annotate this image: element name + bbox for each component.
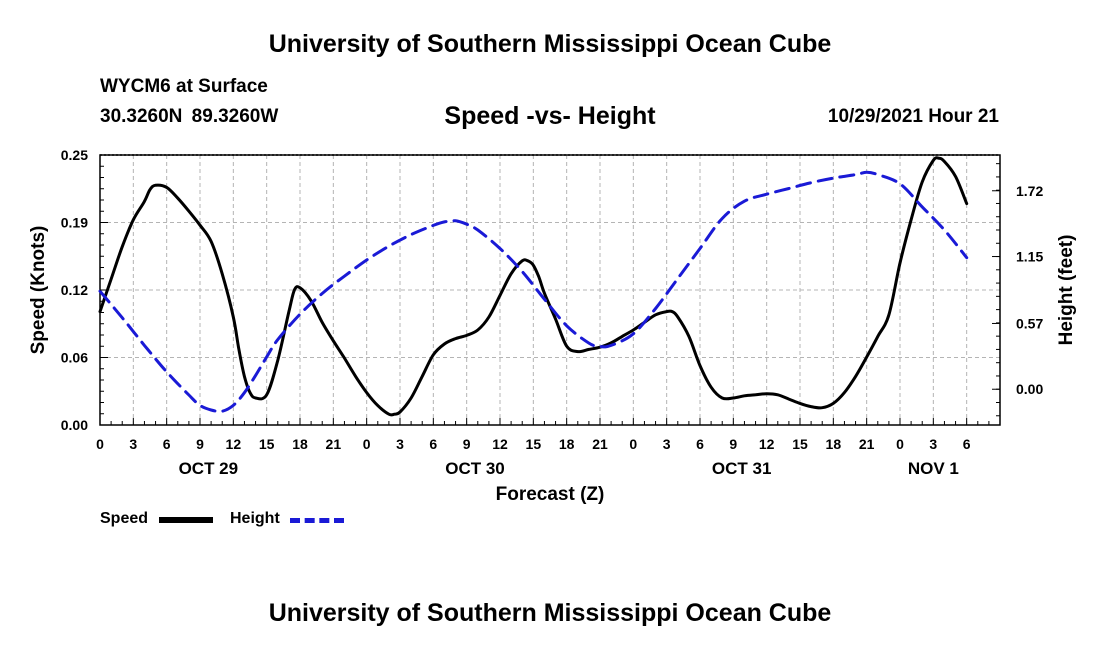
x-tick-label: 18 (292, 436, 308, 452)
grid (100, 155, 1000, 425)
y-tick-label: 0.06 (61, 350, 88, 366)
y2-axis-title: Height (feet) (1056, 235, 1077, 346)
forecast-date-label: 10/29/2021 Hour 21 (827, 106, 999, 127)
x-tick-label: 15 (259, 436, 275, 452)
x-tick-label: 3 (129, 436, 137, 452)
chart-title: Speed -vs- Height (444, 102, 656, 130)
y2-tick-label: 0.00 (1016, 381, 1043, 397)
legend-speed-swatch (159, 517, 213, 523)
footer-title: University of Southern Mississippi Ocean… (268, 599, 832, 627)
day-label: NOV 1 (908, 459, 959, 478)
y2-tick-label: 0.57 (1016, 315, 1043, 331)
y-tick-label: 0.19 (61, 215, 88, 231)
x-tick-label: 21 (592, 436, 608, 452)
day-label: OCT 31 (712, 459, 772, 478)
x-tick-label: 0 (363, 436, 371, 452)
x-tick-label: 0 (896, 436, 904, 452)
x-tick-label: 15 (792, 436, 808, 452)
coordinates-label: 30.3260N 89.3260W (100, 106, 279, 127)
axes: 0 3 6 9 12 15 18 21 0 3 6 9 12 15 18 21 0 3 6 9 12 15 18 21 0 3 6 0… (28, 147, 1077, 505)
x-tick-label: 21 (859, 436, 875, 452)
x-tick-label: 6 (429, 436, 437, 452)
speed-series-line (98, 156, 969, 417)
x-tick-label: 21 (326, 436, 342, 452)
height-series-line (98, 170, 969, 413)
legend-speed-label: Speed (100, 510, 149, 527)
x-tick-label: 18 (559, 436, 575, 452)
x-tick-label: 3 (929, 436, 937, 452)
x-tick-label: 12 (759, 436, 775, 452)
x-tick-label: 9 (729, 436, 737, 452)
x-tick-label: 6 (963, 436, 971, 452)
x-tick-label: 3 (663, 436, 671, 452)
legend-height-label: Height (230, 510, 280, 527)
y2-tick-label: 1.72 (1016, 183, 1043, 199)
x-tick-label: 12 (226, 436, 242, 452)
day-label: OCT 30 (445, 459, 505, 478)
x-tick-label: 6 (696, 436, 704, 452)
page-title: University of Southern Mississippi Ocean… (268, 30, 832, 58)
y2-tick-label: 1.15 (1016, 249, 1043, 265)
x-tick-label: 9 (463, 436, 471, 452)
x-axis-title: Forecast (Z) (496, 484, 605, 505)
y-axis-title: Speed (Knots) (28, 226, 49, 355)
x-tick-label: 0 (629, 436, 637, 452)
series-layer (98, 156, 969, 417)
y-tick-label: 0.00 (61, 417, 88, 433)
legend-height-swatch (290, 518, 344, 523)
x-tick-label: 12 (492, 436, 508, 452)
x-tick-label: 6 (163, 436, 171, 452)
x-tick-label: 0 (96, 436, 104, 452)
station-label: WYCM6 at Surface (100, 76, 268, 97)
x-tick-label: 18 (826, 436, 842, 452)
x-tick-label: 15 (526, 436, 542, 452)
day-label: OCT 29 (179, 459, 239, 478)
x-tick-label: 3 (396, 436, 404, 452)
x-tick-label: 9 (196, 436, 204, 452)
y-tick-label: 0.25 (61, 147, 88, 163)
y-tick-label: 0.12 (61, 282, 88, 298)
